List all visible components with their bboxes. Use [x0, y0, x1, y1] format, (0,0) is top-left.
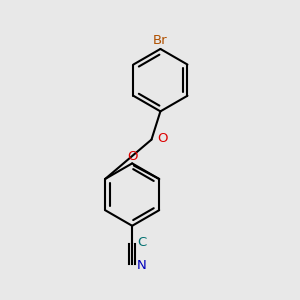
Text: Br: Br [153, 34, 168, 46]
Text: C: C [137, 236, 146, 249]
Text: N: N [137, 260, 147, 272]
Text: O: O [127, 150, 138, 163]
Text: O: O [157, 132, 167, 145]
